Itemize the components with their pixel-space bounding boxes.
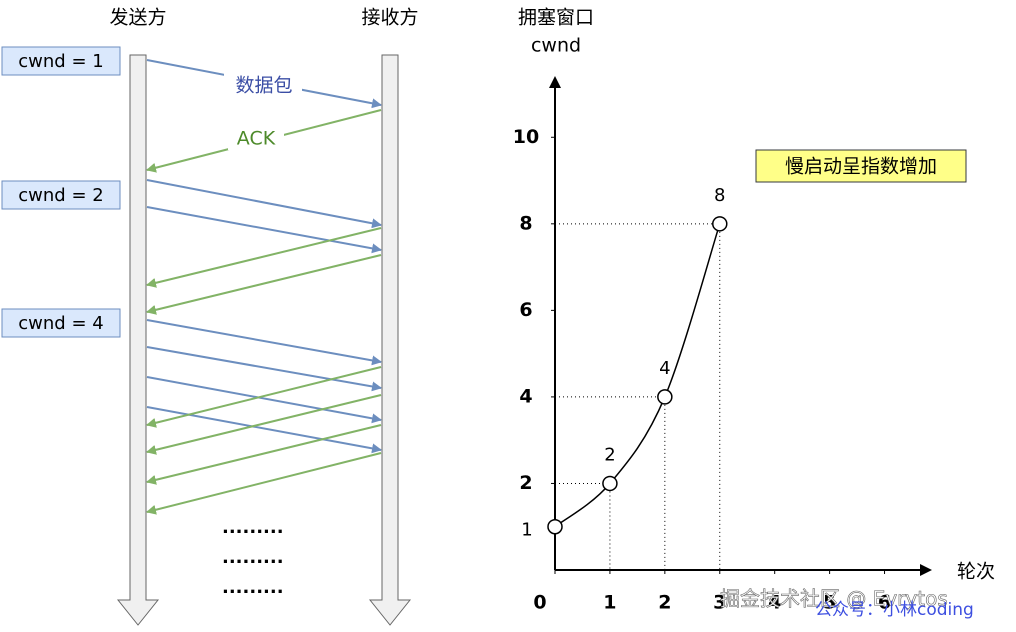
ack-arrow (146, 254, 382, 315)
point-label: 2 (604, 444, 615, 465)
label-bg (224, 72, 302, 98)
packet-arrow (146, 406, 382, 454)
sender-label: 发送方 (109, 7, 166, 29)
point-label: 1 (521, 520, 532, 541)
sender-lifeline (116, 54, 160, 626)
point (657, 389, 673, 405)
x-tick-label: 0 (533, 592, 546, 614)
watermark: 公众号：小林coding (815, 600, 974, 620)
cwnd-box (1, 46, 121, 76)
cwnd-label: cwnd = 1 (18, 51, 103, 72)
y-tick-label: 6 (519, 299, 532, 321)
cwnd-box (1, 180, 121, 210)
cwnd-box (1, 308, 121, 338)
ack-label: ACK (237, 128, 276, 150)
annotation-box (755, 149, 967, 183)
ellipsis: ......... (222, 517, 284, 538)
point-label: 8 (714, 185, 725, 206)
x-tick-label: 4 (768, 592, 781, 614)
ack-arrow (146, 394, 382, 455)
ack-arrow (146, 366, 382, 428)
point (712, 216, 728, 232)
y-axis-title: 拥塞窗口 (518, 7, 594, 29)
y-axis-title: cwnd (531, 35, 581, 57)
packet-arrow (146, 376, 382, 424)
point (602, 475, 618, 492)
annotation: 慢启动呈指数增加 (785, 156, 937, 178)
ellipsis: ......... (222, 577, 284, 598)
ack-arrow (146, 424, 382, 485)
point (547, 518, 563, 535)
receiver-label: 接收方 (361, 7, 418, 29)
y-tick-label: 8 (519, 212, 532, 234)
packet-arrow (146, 346, 382, 392)
y-tick-label: 4 (519, 385, 532, 407)
packet-arrow (146, 319, 382, 366)
x-tick-label: 2 (658, 592, 671, 614)
label-bg (228, 126, 284, 150)
sequence-diagram: 发送方 接收方 cwnd = 1 cwnd = 2 cwnd = 4 数据包 ACK..… (1, 7, 419, 626)
x-tick-label: 1 (603, 592, 616, 614)
x-tick-label: 6 (878, 592, 891, 614)
receiver-lifeline (368, 54, 412, 626)
ellipsis: ......... (222, 547, 284, 568)
packet-arrow (146, 206, 382, 254)
y-tick-label: 2 (519, 472, 532, 494)
packet-arrow (146, 179, 382, 229)
watermark: 掘金技术社区 @ Evrytos (720, 587, 948, 611)
point-label: 4 (659, 358, 670, 379)
x-axis-title: 轮次 (957, 561, 995, 583)
ack-arrow (146, 452, 382, 515)
ack-arrow (146, 227, 382, 288)
line (554, 223, 721, 528)
x-tick-label: 3 (713, 592, 726, 614)
x-tick-label: 5 (823, 592, 836, 614)
cwnd-label: cwnd = 2 (18, 185, 103, 206)
y-tick-label: 10 (513, 126, 539, 148)
cwnd-label: cwnd = 4 (18, 313, 103, 334)
chart: 拥塞窗口 cwnd 轮次 2 4 6 8 10 0 1 2 3 4 5 6 1 2 4 8 慢启动呈指数增加掘金技术社… (513, 7, 995, 621)
packet-label: 数据包 (235, 75, 292, 97)
